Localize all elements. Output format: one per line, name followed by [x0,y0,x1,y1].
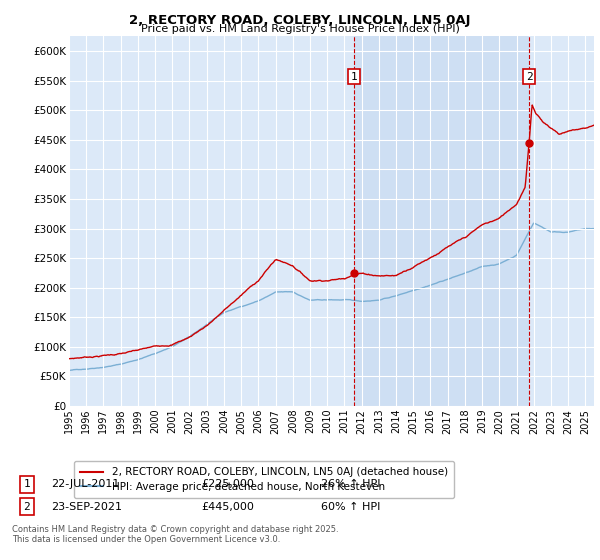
Text: 2: 2 [526,72,532,82]
Legend: 2, RECTORY ROAD, COLEBY, LINCOLN, LN5 0AJ (detached house), HPI: Average price, : 2, RECTORY ROAD, COLEBY, LINCOLN, LN5 0A… [74,461,454,498]
Text: £225,000: £225,000 [201,479,254,489]
Text: 26% ↑ HPI: 26% ↑ HPI [321,479,380,489]
Text: 60% ↑ HPI: 60% ↑ HPI [321,502,380,512]
Text: 2: 2 [23,502,31,512]
Text: 2, RECTORY ROAD, COLEBY, LINCOLN, LN5 0AJ: 2, RECTORY ROAD, COLEBY, LINCOLN, LN5 0A… [129,14,471,27]
Text: 23-SEP-2021: 23-SEP-2021 [51,502,122,512]
Text: 1: 1 [350,72,357,82]
Bar [354,36,529,406]
Text: Price paid vs. HM Land Registry's House Price Index (HPI): Price paid vs. HM Land Registry's House … [140,24,460,34]
Text: 1: 1 [23,479,31,489]
Text: £445,000: £445,000 [201,502,254,512]
Text: Contains HM Land Registry data © Crown copyright and database right 2025.
This d: Contains HM Land Registry data © Crown c… [12,525,338,544]
Text: 22-JUL-2011: 22-JUL-2011 [51,479,119,489]
